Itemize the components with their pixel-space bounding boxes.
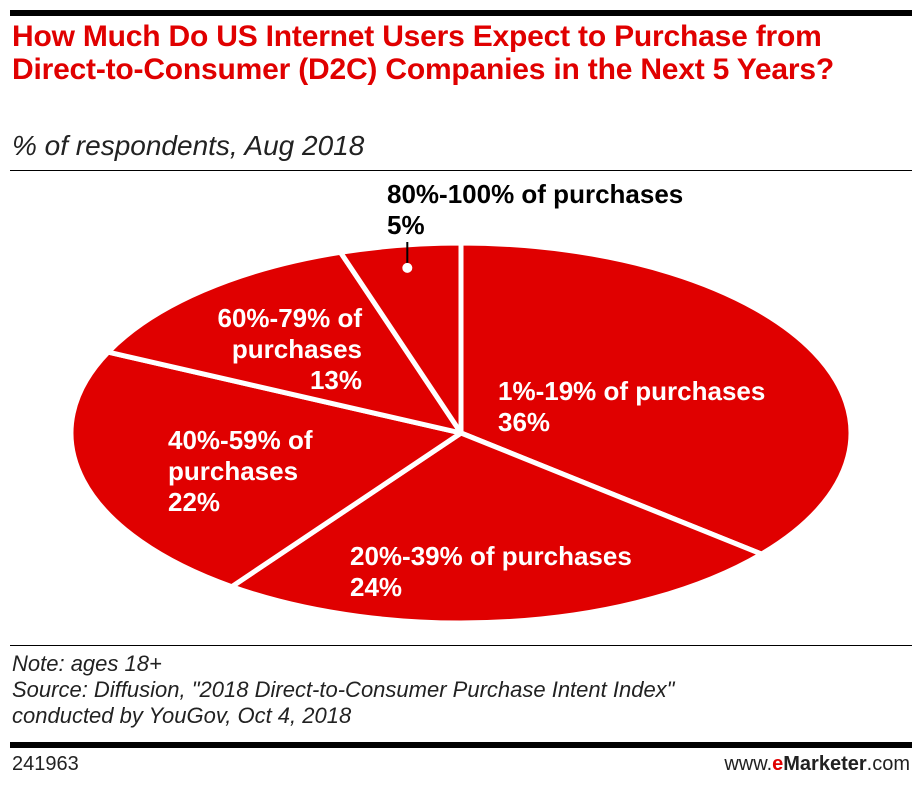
- bottom-rule: [10, 742, 912, 748]
- slice-category-label: 80%-100% of purchases: [387, 179, 683, 209]
- pie-slice: [458, 240, 854, 557]
- pie-slice: [337, 240, 464, 436]
- source-line: Source: Diffusion, "2018 Direct-to-Consu…: [12, 677, 675, 702]
- slice-category-label: purchases: [232, 334, 362, 364]
- chart-id: 241963: [12, 753, 79, 775]
- brand-suffix: .com: [866, 753, 910, 775]
- chart-title: How Much Do US Internet Users Expect to …: [12, 20, 834, 86]
- note-line: Note: ages 18+: [12, 651, 162, 676]
- slice-value-label: 5%: [387, 210, 425, 240]
- header-rule: [10, 170, 912, 171]
- slice-category-label: 60%-79% of: [218, 303, 363, 333]
- slice-value-label: 36%: [498, 407, 550, 437]
- slice-value-label: 24%: [350, 572, 402, 602]
- pie-slice: [229, 430, 764, 626]
- source-line-continued: conducted by YouGov, Oct 4, 2018: [12, 703, 352, 728]
- top-rule: [10, 10, 912, 16]
- pie-slices: [68, 240, 854, 626]
- chart-subtitle: % of respondents, Aug 2018: [12, 130, 365, 161]
- slice-category-label: 40%-59% of: [168, 425, 313, 455]
- brand-name: Marketer: [783, 753, 867, 775]
- brand-prefix: www.: [724, 753, 773, 775]
- slice-value-label: 22%: [168, 487, 220, 517]
- slice-category-label: 1%-19% of purchases: [498, 376, 765, 406]
- source-note: Note: ages 18+ Source: Diffusion, "2018 …: [12, 651, 912, 729]
- slice-value-label: 13%: [310, 365, 362, 395]
- footer-rule: [10, 645, 912, 646]
- leader-dot: [402, 262, 413, 273]
- brand-e-logo: e: [772, 753, 784, 775]
- slice-category-label: 20%-39% of purchases: [350, 541, 632, 571]
- brand-link[interactable]: www.eMarketer.com: [724, 752, 910, 776]
- slice-category-label: purchases: [168, 456, 298, 486]
- pie-slice: [105, 249, 464, 436]
